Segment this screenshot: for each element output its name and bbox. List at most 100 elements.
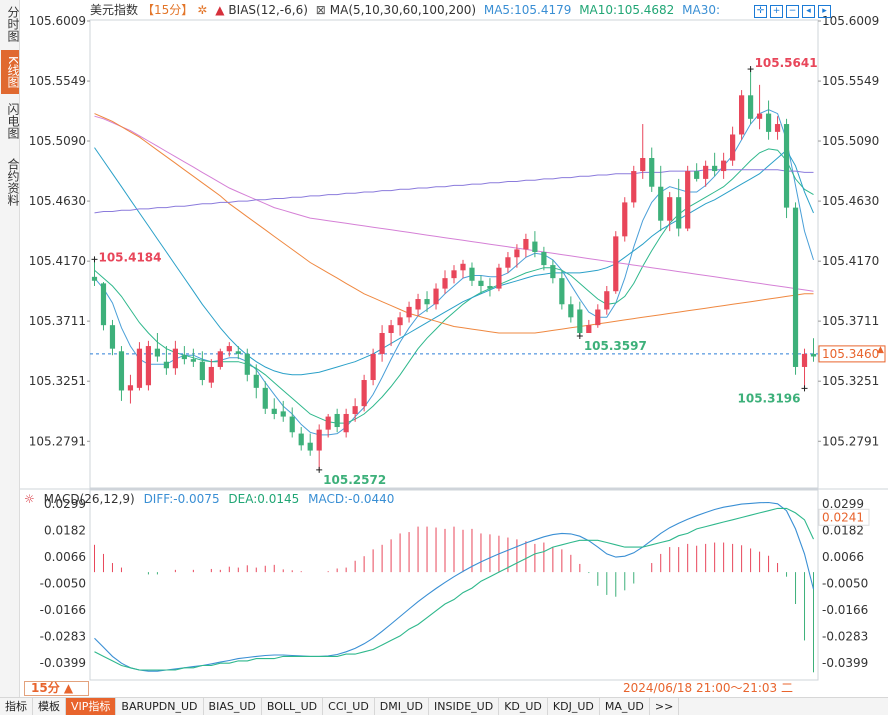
ma-line-ma100 (94, 113, 814, 334)
candle-body (406, 306, 412, 318)
bias-marker-icon: ▲ (215, 3, 225, 17)
candle-body (568, 304, 574, 318)
candle-body (523, 238, 529, 250)
price-annotation: 105.3597 (584, 339, 647, 353)
zoom-in-icon[interactable]: + (770, 5, 783, 18)
instrument-name: 美元指数 (90, 3, 139, 17)
ma10-value: MA10:105.4682 (579, 3, 675, 17)
candle-body (397, 317, 403, 326)
candle-body (343, 413, 349, 433)
macd-value-label: 0.0241 (822, 510, 864, 524)
candle-body (792, 207, 799, 367)
candle-body (388, 325, 394, 334)
candle-body (676, 197, 682, 229)
indicator-tab-9[interactable]: KD_UD (499, 698, 548, 715)
candle-body (271, 408, 277, 414)
candle-body (109, 325, 116, 349)
macd-y-tick-right: -0.0399 (822, 656, 868, 670)
y-tick-label-right: 105.5549 (822, 74, 879, 88)
y-tick-label-right: 105.4170 (822, 254, 879, 268)
zoom-out-icon[interactable]: − (786, 5, 799, 18)
y-tick-label-right: 105.4630 (822, 194, 879, 208)
candle-body (334, 413, 340, 428)
y-tick-label-left: 105.6009 (29, 14, 86, 28)
candle-body (667, 197, 673, 221)
indicator-tab-1[interactable]: 模板 (33, 698, 66, 715)
time-range-label: 2024/06/18 21:00～21:03 二 (623, 681, 793, 695)
current-price-box (818, 345, 886, 363)
candle-body (280, 411, 286, 417)
macd-diff-value: DIFF:-0.0075 (143, 492, 220, 506)
indicator-tab-bar: 指标 模板 VIP指标 BARUPDN_UD BIAS_UD BOLL_UD CCI_UD D… (0, 697, 888, 715)
indicator-tab-2[interactable]: VIP指标 (66, 698, 117, 715)
indicator-tab-5[interactable]: BOLL_UD (262, 698, 324, 715)
candle-body (613, 236, 619, 292)
indicator-tab-0[interactable]: 指标 (0, 698, 33, 715)
macd-y-tick-left: -0.0166 (40, 603, 86, 617)
y-tick-label-left: 105.2791 (29, 434, 86, 448)
tab-flash[interactable]: 闪电图 (6, 103, 20, 139)
indicator-tab-10[interactable]: KDJ_UD (548, 698, 600, 715)
indicator-tab-6[interactable]: CCI_UD (323, 698, 375, 715)
macd-title[interactable]: MACD(26,12,9) (43, 492, 135, 506)
indicator-tab-4[interactable]: BIAS_UD (204, 698, 262, 715)
indicator-tab-12[interactable]: >> (650, 698, 680, 715)
tab-contract-info[interactable]: 合约资料 (6, 158, 20, 206)
main-pane-frame (89, 19, 819, 489)
price-annotation: 105.4184 (98, 250, 161, 264)
indicator-tab-7[interactable]: DMI_UD (375, 698, 430, 715)
candle-body (532, 241, 538, 253)
candle-body (199, 361, 205, 381)
y-tick-label-left: 105.3711 (29, 314, 86, 328)
indicator-tab-8[interactable]: INSIDE_UD (429, 698, 500, 715)
candle-body (145, 346, 152, 386)
candle-body (577, 309, 583, 334)
bias-label[interactable]: BIAS(12,-6,6) (228, 3, 308, 17)
candle-body (163, 361, 169, 369)
candle-body (352, 406, 358, 414)
chart-toolbar: ✛ + − ◂ ▸ (754, 2, 834, 18)
settings-icon[interactable]: ✲ (197, 3, 208, 17)
candle-body (496, 267, 502, 289)
macd-settings-icon[interactable]: ☼ (24, 492, 35, 506)
candle-body (622, 202, 628, 237)
candle-body (640, 157, 646, 172)
macd-header: ☼ MACD(26,12,9) DIFF:-0.0075 DEA:0.0145 … (24, 491, 399, 507)
ma-icon: ⊠ (315, 3, 326, 17)
candle-body (586, 325, 592, 334)
period-select-button[interactable]: 15分 ▲ (24, 681, 89, 696)
candle-body (721, 160, 727, 172)
indicator-tab-3[interactable]: BARUPDN_UD (116, 698, 204, 715)
candle-body (316, 429, 322, 451)
candle-body (154, 348, 161, 357)
macd-diff-line (94, 501, 815, 672)
indicator-tab-11[interactable]: MA_UD (600, 698, 650, 715)
current-price-label: 105.3460 (822, 347, 879, 361)
candle-body (172, 348, 178, 369)
candle-body (127, 385, 134, 391)
candle-body (604, 291, 610, 310)
candle-body (685, 171, 691, 229)
candle-body (595, 309, 601, 326)
scroll-right-icon[interactable]: ▸ (818, 5, 831, 18)
candle-body (747, 95, 754, 119)
ma-params-label[interactable]: MA(5,10,30,60,100,200) (329, 3, 477, 17)
candle-body (730, 134, 736, 161)
crosshair-icon[interactable]: ✛ (754, 5, 767, 18)
candle-body (649, 157, 655, 187)
candle-body (100, 283, 107, 326)
macd-dea-line (94, 507, 814, 671)
chart-header: 美元指数 【15分】 ✲ ▲ BIAS(12,-6,6) ⊠ MA(5,10,30,60… (90, 2, 724, 18)
candle-body (631, 171, 637, 203)
tab-kline[interactable]: K线图 (1, 50, 20, 94)
chart-canvas[interactable]: 105.6009 105.6009 105.5549 105.5549 105.5090… (0, 0, 888, 697)
candle-body (181, 355, 187, 360)
y-tick-label-right: 105.6009 (822, 14, 879, 28)
candle-body (424, 299, 430, 305)
current-price-marker-icon: ▲ (877, 345, 884, 355)
price-annotation: 105.2572 (323, 473, 386, 487)
scroll-left-icon[interactable]: ◂ (802, 5, 815, 18)
candle-body (325, 416, 331, 430)
candle-body (739, 95, 745, 135)
tab-timeshare[interactable]: 分时图 (6, 6, 20, 42)
